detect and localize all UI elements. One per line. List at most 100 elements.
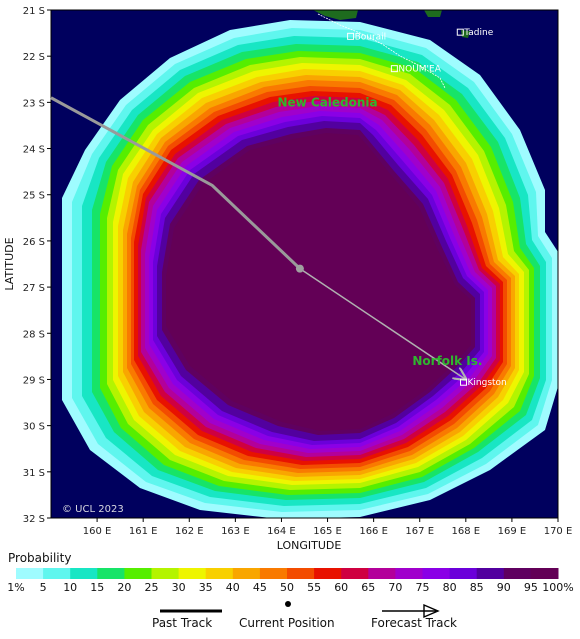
colorbar-swatch (124, 568, 152, 579)
probability-colorbar (16, 568, 559, 579)
new-caledonia-land (313, 10, 358, 20)
colorbar-swatch (476, 568, 505, 579)
colorbar-swatch (503, 568, 532, 579)
current-position-marker (295, 264, 304, 273)
colorbar-swatch (70, 568, 98, 579)
y-tick-label: 27 S (23, 283, 45, 294)
place-marker (456, 28, 464, 36)
x-tick-label: 160 E (83, 526, 112, 537)
colorbar-swatch (422, 568, 451, 579)
y-tick-label: 24 S (23, 145, 45, 156)
legend-tick-label: 45 (252, 581, 267, 594)
x-tick-label: 161 E (129, 526, 158, 537)
legend-tick-label: 1% (7, 581, 25, 594)
legend-tick-label: 95 (523, 581, 538, 594)
y-tick-label: 25 S (23, 191, 45, 202)
legend-tick-label: 10 (63, 581, 78, 594)
legend-tick-label: 80 (442, 581, 457, 594)
probability-field (62, 20, 558, 518)
legend-tick-label: 15 (90, 581, 105, 594)
x-tick-label: 166 E (359, 526, 388, 537)
x-tick-label: 168 E (452, 526, 481, 537)
plot-frame (50, 9, 559, 519)
legend-tick-label: 55 (307, 581, 322, 594)
legend-tick-label: 65 (361, 581, 376, 594)
places-layer: Bourail NOUM'EA Tadine Kingston (347, 28, 507, 388)
legend-tick-label: 35 (198, 581, 213, 594)
legend-tick-label: 85 (469, 581, 484, 594)
colorbar-swatch (151, 568, 180, 579)
coastline-outline (317, 13, 446, 89)
legend-tick-label: 25 (144, 581, 159, 594)
legend-tick-label: 20 (117, 581, 132, 594)
legend-tick-label: 40 (225, 581, 240, 594)
legend-tick-label: 100% (542, 581, 574, 594)
legend-tick-label: 50 (280, 581, 294, 594)
y-tick-label: 31 S (23, 468, 45, 479)
legend-tick-label: 75 (415, 581, 430, 594)
land-masses (313, 10, 470, 89)
colorbar-swatch (259, 568, 288, 579)
place-label: NOUM'EA (398, 65, 441, 75)
colorbar-swatch (43, 568, 71, 579)
y-tick-label: 23 S (23, 98, 45, 109)
forecast-track-legend-arrow (382, 603, 440, 619)
legend-tick-labels: 1% 5 10 15 20 25 30 35 40 45 50 55 60 65 70 75 80 85 90 95 1… (0, 581, 580, 595)
place-label: Bourail (355, 32, 387, 42)
x-tick-label: 169 E (498, 526, 527, 537)
colorbar-swatch (530, 568, 559, 579)
past-track-label: Past Track (152, 616, 213, 630)
colorbar-swatch (97, 568, 125, 579)
x-axis-label: LONGITUDE (277, 539, 342, 552)
legend-tick-label: 60 (334, 581, 349, 594)
legend-tick-label: 30 (171, 581, 186, 594)
x-tick-label: 167 E (405, 526, 434, 537)
legend-title: Probability (8, 551, 72, 565)
loyalty-island-land (424, 10, 442, 17)
y-tick-label: 21 S (23, 6, 45, 17)
colorbar-swatch (395, 568, 423, 579)
colorbar-swatch (178, 568, 207, 579)
current-position-label: Current Position (239, 616, 335, 630)
y-tick-label: 32 S (23, 514, 45, 525)
y-tick-label: 28 S (23, 329, 45, 340)
y-axis-ticks: 21 S 22 S 23 S 24 S 25 S 26 S 27 S 28 S 29 S 30 S… (23, 6, 51, 525)
region-label: New Caledonia (277, 95, 377, 109)
place-label: Tadine (463, 28, 493, 38)
x-tick-label: 162 E (175, 526, 204, 537)
past-track-line (50, 96, 301, 270)
place-label: Kingston (468, 378, 507, 388)
x-tick-label: 170 E (544, 526, 573, 537)
y-tick-label: 30 S (23, 422, 45, 433)
colorbar-swatch (232, 568, 261, 579)
forecast-track-label: Forecast Track (371, 616, 457, 630)
prob-band-95 (166, 133, 471, 431)
track-layer (50, 96, 466, 380)
y-tick-label: 26 S (23, 237, 45, 248)
colorbar-swatch (16, 568, 44, 579)
x-axis-ticks: 160 E 161 E 162 E 163 E 164 E 165 E 166 E 167 E… (83, 518, 573, 537)
y-tick-label: 29 S (23, 375, 45, 386)
legend-tick-label: 90 (496, 581, 511, 594)
place-marker (390, 65, 398, 73)
colorbar-swatch (287, 568, 315, 579)
forecast-track-line (299, 267, 466, 380)
colorbar-swatch (341, 568, 369, 579)
colorbar-swatch (368, 568, 396, 579)
colorbar-swatch (449, 568, 478, 579)
legend-tick-label: 5 (39, 581, 47, 594)
region-labels-layer: New Caledonia Norfolk Is. (277, 95, 482, 368)
y-axis-label: LATITUDE (3, 237, 16, 290)
current-position-legend-dot (285, 601, 291, 607)
colorbar-swatch (314, 568, 342, 579)
copyright-text: © UCL 2023 (62, 504, 124, 515)
legend-tick-label: 70 (388, 581, 403, 594)
x-tick-label: 164 E (267, 526, 296, 537)
x-tick-label: 163 E (221, 526, 250, 537)
place-marker (347, 32, 355, 40)
x-tick-label: 165 E (313, 526, 342, 537)
region-label: Norfolk Is. (412, 354, 482, 368)
y-tick-label: 22 S (23, 52, 45, 63)
colorbar-swatch (205, 568, 234, 579)
